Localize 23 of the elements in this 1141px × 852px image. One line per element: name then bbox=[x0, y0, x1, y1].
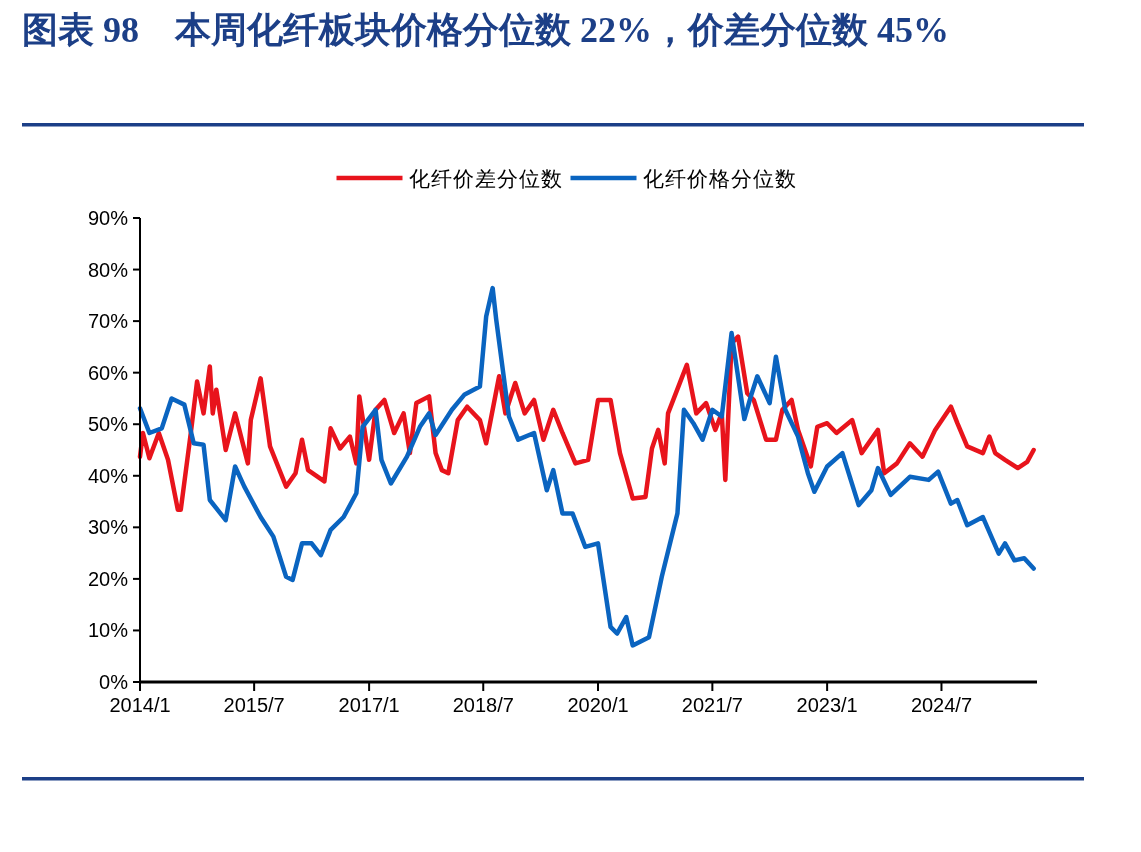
legend-label: 化纤价差分位数 bbox=[408, 167, 563, 190]
y-tick-label: 50% bbox=[87, 413, 129, 436]
x-tick-label: 2017/1 bbox=[338, 694, 400, 716]
y-tick-label: 30% bbox=[87, 516, 129, 539]
y-tick-label: 40% bbox=[87, 464, 129, 487]
y-tick-label: 20% bbox=[87, 567, 129, 590]
chart-title: 图表 98 本周化纤板块价格分位数 22%，价差分位数 45% bbox=[22, 10, 949, 50]
x-tick-label: 2024/7 bbox=[910, 694, 973, 716]
line-series bbox=[137, 334, 1036, 513]
x-tick-label: 2023/1 bbox=[796, 694, 858, 716]
x-tick-label: 2020/1 bbox=[567, 694, 629, 716]
x-tick-label: 2014/1 bbox=[109, 694, 171, 716]
y-tick-label: 90% bbox=[87, 207, 129, 229]
line-series bbox=[137, 285, 1036, 648]
y-tick-label: 70% bbox=[87, 310, 129, 333]
y-tick-label: 10% bbox=[87, 619, 129, 642]
legend-label: 化纤价格分位数 bbox=[642, 167, 797, 190]
x-tick-label: 2015/7 bbox=[223, 694, 285, 716]
x-tick-label: 2021/7 bbox=[681, 694, 743, 716]
y-tick-label: 80% bbox=[87, 258, 129, 281]
y-tick-label: 0% bbox=[99, 671, 129, 693]
y-tick-label: 60% bbox=[87, 361, 129, 384]
x-tick-label: 2018/7 bbox=[452, 694, 514, 716]
